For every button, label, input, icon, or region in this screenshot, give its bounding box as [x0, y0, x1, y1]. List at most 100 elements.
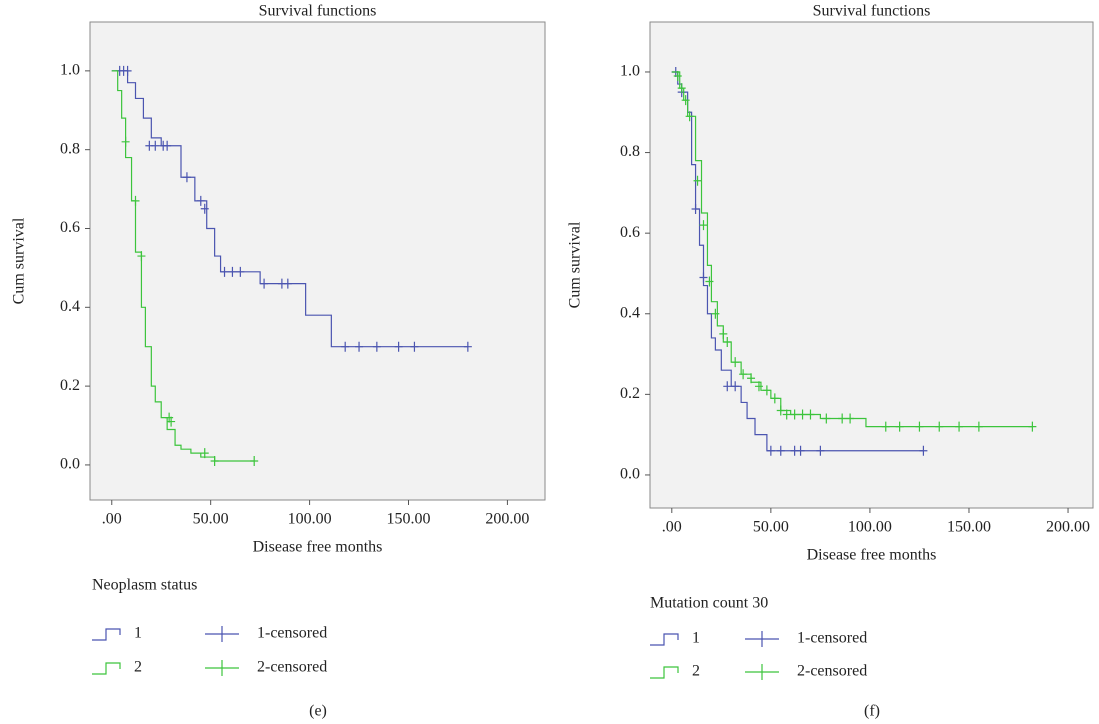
censor-mark: [355, 341, 364, 352]
y-axis-label: Cum survival: [11, 217, 28, 304]
censor-mark: [719, 328, 728, 339]
censor-mark: [705, 276, 714, 287]
censor-mark: [167, 416, 176, 427]
y-tick-label: 0.2: [60, 377, 80, 394]
censor-mark: [796, 445, 805, 456]
censor-mark: [881, 421, 890, 432]
legend-symbol: [205, 660, 239, 676]
chart-title: Survival functions: [813, 3, 931, 20]
caption: (e): [309, 703, 327, 720]
legend-symbol: [745, 631, 779, 647]
censor-mark: [196, 195, 205, 206]
censor-mark: [673, 71, 682, 81]
censor-mark: [131, 195, 140, 206]
censor-mark: [731, 381, 740, 392]
censor-mark: [782, 409, 791, 420]
censor-mark: [250, 455, 259, 466]
y-tick-label: 0.6: [620, 224, 640, 241]
y-tick-label: 0.0: [620, 466, 640, 483]
x-tick-label: .00: [102, 511, 122, 528]
legend-label: 2: [134, 659, 142, 676]
censor-mark: [731, 357, 740, 368]
censor-mark: [685, 111, 694, 122]
censor-mark: [283, 278, 292, 289]
censor-mark: [974, 421, 983, 432]
censor-mark: [123, 65, 132, 76]
plot-area: [649, 21, 1094, 509]
x-tick-label: 200.00: [1046, 519, 1090, 536]
y-tick-label: 1.0: [60, 62, 80, 79]
x-tick-label: 100.00: [848, 519, 892, 536]
plot-area: [89, 21, 546, 501]
censor-mark: [394, 341, 403, 352]
censor-mark: [723, 381, 732, 392]
x-axis-label: Disease free months: [807, 547, 937, 564]
censor-mark: [182, 172, 191, 183]
censor-mark: [236, 266, 245, 277]
censor-mark: [822, 413, 831, 424]
y-tick-label: 0.2: [620, 385, 640, 402]
censor-mark: [776, 405, 785, 416]
censor-mark: [895, 421, 904, 432]
censor-mark: [677, 83, 686, 94]
x-tick-label: 100.00: [288, 511, 332, 528]
x-tick-label: 200.00: [485, 511, 529, 528]
censor-mark: [816, 445, 825, 456]
legend-label: 2-censored: [797, 663, 867, 680]
censor-mark: [220, 266, 229, 277]
legend-label: 2-censored: [257, 659, 327, 676]
legend-title: Mutation count 30: [650, 595, 768, 612]
censor-mark: [747, 373, 756, 384]
censor-mark: [790, 409, 799, 420]
censor-mark: [137, 251, 146, 262]
censor-mark: [372, 341, 381, 352]
censor-mark: [1028, 421, 1037, 432]
censor-mark: [341, 341, 350, 352]
x-axis-label: Disease free months: [253, 539, 383, 556]
legend-symbol: [92, 662, 121, 675]
legend-label: 1: [692, 630, 700, 647]
legend-symbol: [745, 664, 779, 680]
censor-mark: [838, 413, 847, 424]
censor-mark: [766, 445, 775, 456]
y-tick-label: 0.8: [620, 143, 640, 160]
censor-mark: [200, 448, 209, 459]
censor-mark: [754, 381, 763, 392]
legend-label: 1: [134, 625, 142, 642]
censor-mark: [798, 409, 807, 420]
x-tick-label: 50.00: [753, 519, 789, 536]
censor-mark: [693, 175, 702, 186]
legend-label: 1-censored: [797, 630, 867, 647]
censor-mark: [699, 272, 708, 283]
y-tick-label: 0.4: [60, 298, 80, 315]
legend-label: 2: [692, 663, 700, 680]
x-tick-label: 50.00: [193, 511, 229, 528]
censor-mark: [165, 412, 174, 423]
censor-mark: [699, 220, 708, 231]
censor-mark: [846, 413, 855, 424]
censor-mark: [410, 341, 419, 352]
censor-mark: [151, 140, 160, 151]
censor-mark: [691, 203, 700, 214]
censor-mark: [762, 385, 771, 396]
y-tick-label: 0.4: [620, 304, 640, 321]
legend-symbol: [205, 626, 239, 642]
censor-mark: [955, 421, 964, 432]
censor-mark: [739, 369, 748, 380]
censor-mark: [463, 341, 472, 352]
caption: (f): [864, 703, 880, 720]
censor-mark: [260, 278, 269, 289]
legend-symbol: [650, 666, 679, 679]
censor-mark: [711, 308, 720, 319]
x-tick-label: 150.00: [387, 511, 431, 528]
y-tick-label: 1.0: [620, 63, 640, 80]
legend-symbol: [650, 633, 679, 646]
x-tick-label: .00: [662, 519, 682, 536]
censor-mark: [806, 409, 815, 420]
legend-symbol: [92, 628, 121, 641]
censor-mark: [681, 95, 690, 106]
y-tick-label: 0.6: [60, 219, 80, 236]
legend-title: Neoplasm status: [92, 577, 197, 594]
censor-mark: [200, 203, 209, 214]
censor-mark: [776, 445, 785, 456]
